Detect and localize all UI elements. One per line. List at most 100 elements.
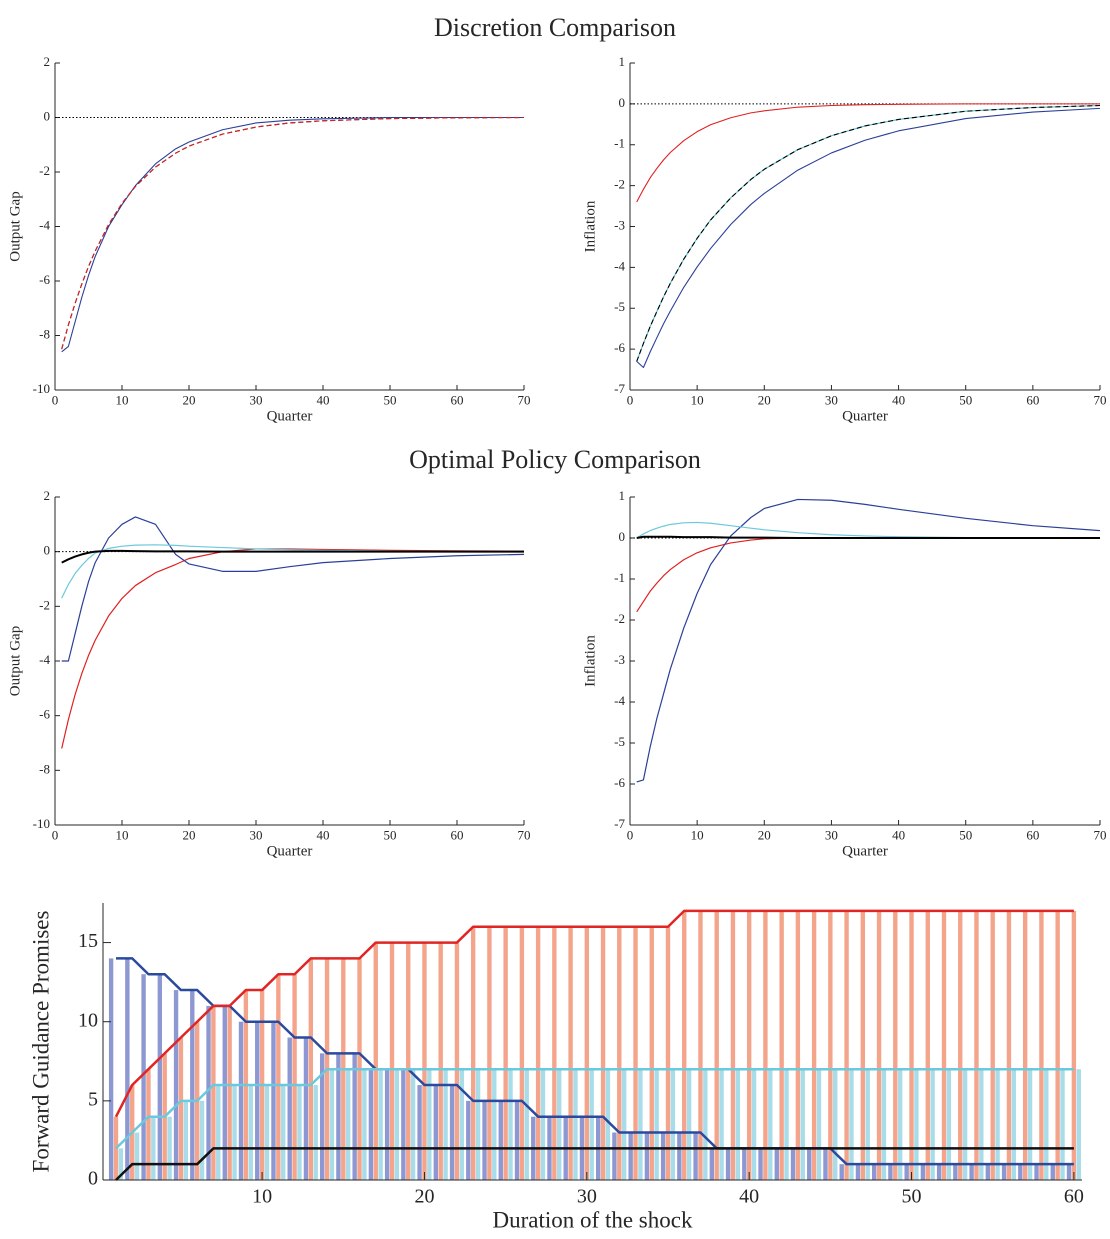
bar <box>920 1164 926 1180</box>
x-axis-label: Quarter <box>267 844 313 860</box>
x-tick-label: 50 <box>959 828 972 843</box>
y-tick-label: 0 <box>44 543 51 558</box>
bar <box>763 910 768 1180</box>
y-tick-label: -5 <box>614 299 625 314</box>
bar <box>823 1148 828 1180</box>
bar <box>454 942 460 1180</box>
y-tick-label: -6 <box>39 272 50 287</box>
bar <box>352 1053 357 1180</box>
line-series <box>636 535 1100 539</box>
bar <box>1044 1069 1049 1180</box>
bar <box>693 1132 698 1180</box>
y-tick-label: -7 <box>614 381 625 396</box>
bar <box>774 1148 779 1180</box>
x-tick-label: 0 <box>52 828 59 843</box>
bar <box>946 1069 952 1180</box>
bar <box>1039 910 1044 1180</box>
line-series <box>61 548 525 749</box>
y-tick-label: -8 <box>39 761 50 776</box>
bar <box>329 1069 335 1180</box>
x-axis-label: Quarter <box>842 409 888 425</box>
bar <box>633 926 638 1180</box>
line-series <box>115 1147 1074 1181</box>
x-tick-label: 0 <box>52 393 59 408</box>
bar <box>573 1069 578 1180</box>
bar <box>888 1164 893 1180</box>
bar <box>433 1085 439 1180</box>
bar <box>865 1069 870 1180</box>
x-tick-label: 60 <box>1064 1186 1084 1208</box>
y-axis-label: Forward Guidance Promises <box>28 911 53 1173</box>
bar <box>134 1132 140 1180</box>
bar <box>584 926 590 1180</box>
bar <box>238 1021 244 1180</box>
y-tick-label: 0 <box>619 529 626 544</box>
bar <box>617 926 622 1180</box>
bar <box>255 1021 260 1180</box>
bar <box>384 1069 390 1180</box>
x-tick-label: 60 <box>451 393 464 408</box>
bar <box>222 1005 227 1180</box>
bar <box>638 1069 643 1180</box>
x-axis-label: Quarter <box>842 844 888 860</box>
bar <box>281 1085 286 1180</box>
bar <box>519 926 525 1180</box>
y-tick-label: 1 <box>619 54 626 69</box>
y-tick-label: -5 <box>614 734 625 749</box>
bar <box>941 910 947 1180</box>
x-tick-label: 10 <box>691 393 704 408</box>
bar <box>232 1085 237 1180</box>
y-tick-label: 5 <box>88 1088 98 1110</box>
line-series <box>636 107 1101 369</box>
bar <box>443 1069 448 1180</box>
bar <box>925 910 930 1180</box>
bar <box>719 1069 724 1180</box>
bar <box>1071 910 1077 1180</box>
line-series <box>636 498 1101 783</box>
bar <box>422 942 427 1180</box>
bar <box>665 926 671 1180</box>
x-tick-label: 50 <box>902 1186 922 1208</box>
bar <box>190 990 195 1180</box>
y-tick-label: 15 <box>78 930 98 952</box>
bar <box>178 1037 184 1180</box>
bar <box>438 942 443 1180</box>
y-tick-label: -10 <box>33 381 50 396</box>
bar <box>362 1069 367 1180</box>
x-tick-label: 10 <box>691 828 704 843</box>
x-tick-label: 30 <box>250 393 263 408</box>
bar <box>248 1085 253 1180</box>
bar <box>974 910 979 1180</box>
x-tick-label: 60 <box>451 828 464 843</box>
bar <box>844 910 849 1180</box>
bar <box>475 1069 481 1180</box>
bar <box>969 1164 974 1180</box>
bar <box>466 1100 471 1180</box>
bar <box>308 958 314 1180</box>
bar <box>125 958 130 1180</box>
y-tick-label: 2 <box>44 54 51 69</box>
x-tick-label: 70 <box>1094 393 1107 408</box>
line-series <box>115 957 1074 1166</box>
bar <box>660 1132 666 1180</box>
bar <box>1076 1069 1081 1180</box>
bar <box>378 1069 383 1180</box>
x-tick-label: 70 <box>518 393 531 408</box>
x-tick-label: 40 <box>317 393 330 408</box>
bar <box>113 1116 119 1180</box>
bar <box>654 1069 659 1180</box>
bar <box>893 910 898 1180</box>
bar <box>199 1100 205 1180</box>
bar <box>151 1116 156 1180</box>
y-tick-label: -1 <box>614 136 625 151</box>
x-tick-label: 20 <box>758 393 771 408</box>
bar <box>871 1164 877 1180</box>
bar <box>800 1069 805 1180</box>
x-tick-label: 50 <box>384 828 397 843</box>
y-tick-label: 10 <box>78 1009 98 1031</box>
bar <box>714 910 719 1180</box>
bar <box>1006 910 1012 1180</box>
bar <box>855 1164 861 1180</box>
bar <box>271 1021 276 1180</box>
bar <box>742 1148 747 1180</box>
